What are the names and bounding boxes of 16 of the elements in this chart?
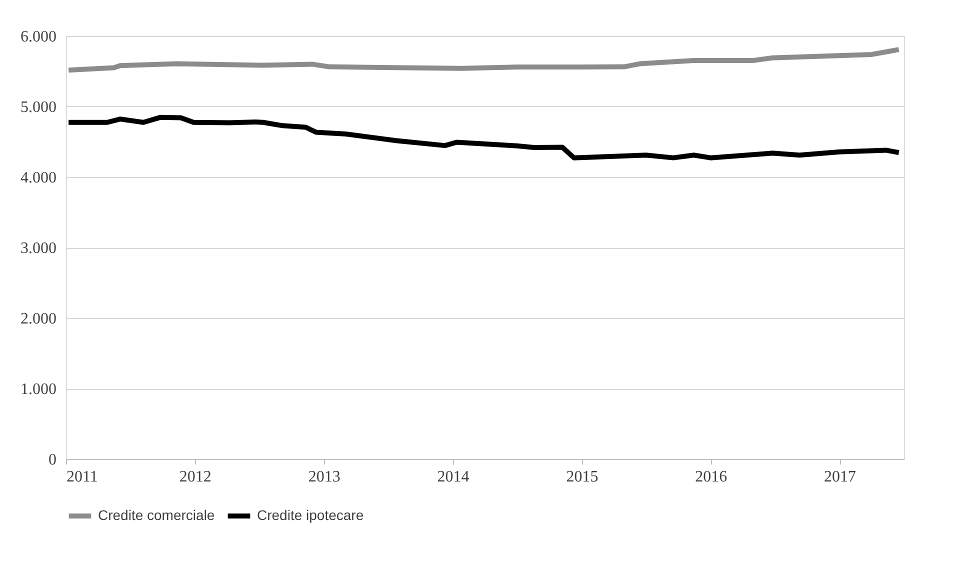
x-tick-label: 2013 — [308, 468, 340, 486]
y-tick-label: 0 — [48, 452, 56, 468]
y-tick-label: 1.000 — [20, 381, 56, 398]
x-tick-label: 2015 — [566, 468, 598, 486]
y-tick-label: 4.000 — [20, 170, 56, 186]
x-tick-label: 2012 — [179, 468, 212, 486]
y-tick-label: 3.000 — [20, 240, 56, 257]
x-tick-label: 2014 — [437, 468, 470, 486]
x-tick-label: 2017 — [824, 468, 856, 486]
y-tick-label: 5.000 — [20, 99, 56, 116]
y-tick-label: 6.000 — [20, 28, 56, 46]
legend-label: Credite comerciale — [98, 507, 215, 523]
x-tick-label: 2011 — [66, 468, 98, 486]
x-tick-label: 2016 — [695, 468, 728, 486]
legend-label: Credite ipotecare — [257, 507, 364, 523]
y-tick-label: 2.000 — [20, 310, 56, 328]
